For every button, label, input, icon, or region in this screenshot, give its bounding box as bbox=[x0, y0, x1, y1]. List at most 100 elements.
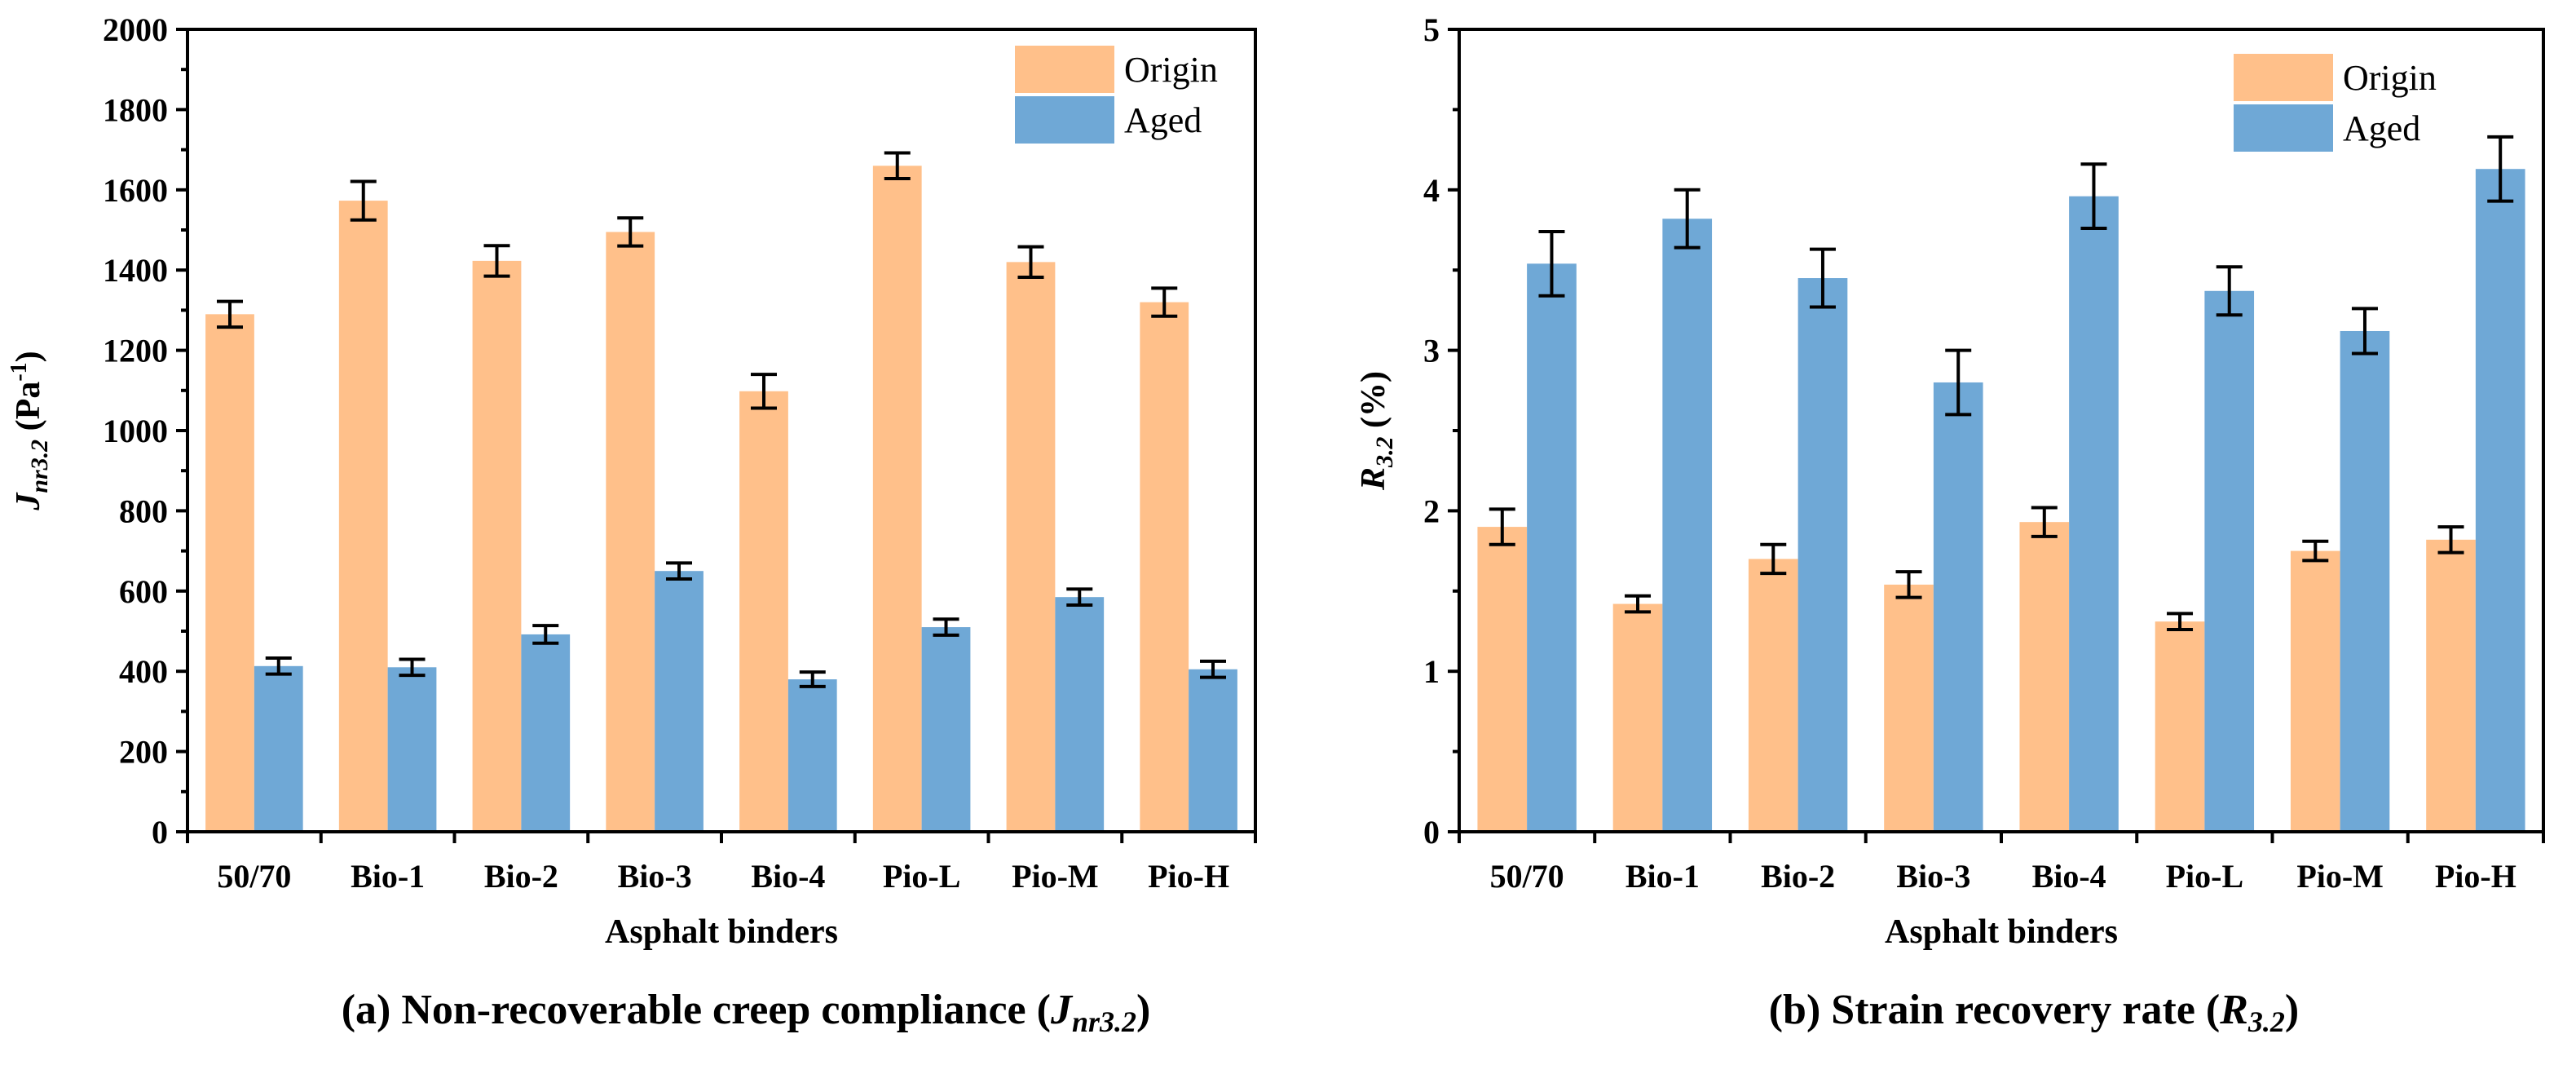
a-legend-swatch-aged bbox=[1015, 96, 1114, 144]
b-bar-aged-5 bbox=[2204, 290, 2255, 832]
a-xtick-label-2: Bio-2 bbox=[484, 858, 558, 895]
a-errorbar-aged-4 bbox=[799, 670, 826, 688]
a-bar-aged-1 bbox=[387, 667, 437, 832]
b-xtick-label-0: 50/70 bbox=[1490, 858, 1564, 895]
a-xtick-label-3: Bio-3 bbox=[618, 858, 692, 895]
a-errorbar-origin-3 bbox=[617, 216, 644, 248]
chart-b-recovery: 0 1 2 3 4 5 50/70 Bio-1 Bio-2 Bio-3 Bio-4 Pio-L Pio-… bbox=[1355, 11, 2545, 1038]
b-bar-origin-3 bbox=[1884, 584, 1934, 832]
b-errorbar-origin-0 bbox=[1489, 507, 1515, 546]
a-ytick-label-5: 1000 bbox=[103, 413, 168, 449]
a-bar-aged-5 bbox=[921, 627, 971, 832]
a-yaxis-title-main: J bbox=[10, 492, 47, 511]
b-errorbar-aged-0 bbox=[1538, 229, 1565, 298]
a-bar-aged-2 bbox=[521, 634, 571, 832]
b-errorbar-aged-6 bbox=[2351, 307, 2378, 356]
a-xtick-label-6: Pio-M bbox=[1012, 858, 1099, 895]
b-errorbar-origin-1 bbox=[1625, 594, 1652, 614]
b-yaxis-title-sub: 3.2 bbox=[1371, 436, 1398, 468]
a-errorbar-aged-1 bbox=[399, 657, 426, 678]
a-xaxis-title: Asphalt binders bbox=[605, 913, 838, 951]
b-bar-origin-1 bbox=[1612, 603, 1663, 832]
a-bar-origin-3 bbox=[606, 232, 655, 833]
a-xtick-label-1: Bio-1 bbox=[351, 858, 425, 895]
a-errorbar-origin-4 bbox=[750, 373, 777, 410]
a-ytick-label-1: 200 bbox=[119, 734, 168, 771]
a-bar-origin-2 bbox=[472, 260, 522, 832]
a-bar-origin-6 bbox=[1006, 262, 1056, 832]
chart-a-jnr: 0 200 400 600 800 1000 1200 1400 1600 1800 2000 50/… bbox=[7, 11, 1257, 1038]
a-errorbar-aged-7 bbox=[1200, 659, 1227, 679]
b-errorbar-aged-5 bbox=[2216, 265, 2243, 317]
b-legend-swatch-aged bbox=[2234, 104, 2333, 152]
b-bar-aged-6 bbox=[2340, 330, 2390, 832]
a-ytick-label-6: 1200 bbox=[103, 333, 168, 369]
a-ytick-label-3: 600 bbox=[119, 573, 168, 610]
b-legend-label-origin: Origin bbox=[2343, 58, 2437, 98]
b-yaxis-title: R3.2 (%) bbox=[1355, 371, 1398, 491]
b-xtick-label-6: Pio-M bbox=[2296, 858, 2384, 895]
a-errorbar-aged-0 bbox=[265, 656, 292, 676]
a-bar-aged-7 bbox=[1189, 669, 1237, 832]
a-bar-origin-5 bbox=[872, 166, 922, 832]
a-ytick-label-10: 2000 bbox=[103, 11, 168, 48]
a-xtick-label-0: 50/70 bbox=[217, 858, 291, 895]
a-ytick-label-0: 0 bbox=[152, 814, 168, 851]
b-ytick-label-0: 0 bbox=[1423, 814, 1440, 851]
a-caption-main: (a) Non-recoverable creep compliance ( bbox=[342, 987, 1051, 1033]
b-xtick-label-4: Bio-4 bbox=[2032, 858, 2106, 895]
b-errorbar-aged-7 bbox=[2487, 135, 2514, 203]
b-errorbar-aged-2 bbox=[1809, 247, 1836, 309]
a-caption: (a) Non-recoverable creep compliance (Jn… bbox=[342, 987, 1151, 1038]
a-yaxis-title-unit: (Pa bbox=[10, 382, 47, 440]
b-bar-aged-1 bbox=[1662, 219, 1713, 832]
b-bar-aged-0 bbox=[1527, 263, 1577, 832]
a-bar-aged-0 bbox=[254, 665, 303, 832]
caption-symbol: J bbox=[1050, 987, 1074, 1033]
a-errorbar-origin-2 bbox=[483, 244, 510, 278]
b-bar-origin-5 bbox=[2155, 621, 2205, 832]
b-xtick-label-1: Bio-1 bbox=[1625, 858, 1700, 895]
b-ytick-label-3: 3 bbox=[1423, 333, 1440, 369]
a-errorbar-origin-5 bbox=[884, 151, 911, 181]
b-caption-sub: 3.2 bbox=[2247, 1005, 2285, 1038]
a-yaxis-title: Jnr3.2 (Pa-1) bbox=[7, 351, 53, 510]
a-legend-swatch-origin bbox=[1015, 46, 1114, 93]
b-bar-aged-3 bbox=[1933, 382, 1983, 833]
b-yaxis-title-unit: (%) bbox=[1355, 371, 1392, 436]
a-ytick-label-8: 1600 bbox=[103, 172, 168, 209]
caption-symbol: R bbox=[2219, 987, 2248, 1033]
b-bar-aged-2 bbox=[1797, 278, 1848, 832]
a-errorbar-origin-7 bbox=[1151, 286, 1178, 318]
b-yaxis-title-main: R bbox=[1355, 467, 1392, 491]
a-yaxis-title-sup: -1 bbox=[7, 362, 32, 381]
a-bar-origin-7 bbox=[1140, 302, 1189, 832]
b-xtick-label-5: Pio-L bbox=[2166, 858, 2244, 895]
a-yaxis-title-end: ) bbox=[10, 351, 47, 362]
b-caption-end: ) bbox=[2285, 987, 2299, 1033]
a-errorbar-aged-5 bbox=[933, 617, 959, 637]
b-bar-origin-6 bbox=[2290, 550, 2340, 832]
b-bar-origin-0 bbox=[1477, 527, 1528, 832]
b-ytick-label-4: 4 bbox=[1423, 172, 1440, 209]
a-bar-origin-0 bbox=[205, 314, 254, 832]
b-xaxis-title: Asphalt binders bbox=[1885, 913, 2118, 951]
a-yaxis-title-sub: nr3.2 bbox=[26, 440, 53, 493]
b-ytick-label-5: 5 bbox=[1423, 11, 1440, 48]
b-legend-swatch-origin bbox=[2234, 54, 2333, 101]
b-bar-origin-4 bbox=[2019, 522, 2070, 832]
b-caption: (b) Strain recovery rate (R3.2) bbox=[1769, 987, 2300, 1038]
b-bar-aged-7 bbox=[2475, 169, 2525, 832]
b-bar-aged-4 bbox=[2069, 196, 2119, 832]
b-ytick-label-1: 1 bbox=[1423, 653, 1440, 690]
b-xtick-label-7: Pio-H bbox=[2435, 858, 2516, 895]
b-errorbar-origin-3 bbox=[1895, 570, 1922, 599]
a-errorbar-aged-3 bbox=[666, 561, 693, 581]
a-errorbar-origin-6 bbox=[1017, 245, 1044, 280]
a-xtick-label-5: Pio-L bbox=[883, 858, 961, 895]
a-legend-label-origin: Origin bbox=[1124, 50, 1218, 90]
a-caption-sub: nr3.2 bbox=[1072, 1005, 1136, 1038]
b-bar-origin-7 bbox=[2426, 539, 2476, 832]
b-bar-origin-2 bbox=[1748, 559, 1798, 832]
